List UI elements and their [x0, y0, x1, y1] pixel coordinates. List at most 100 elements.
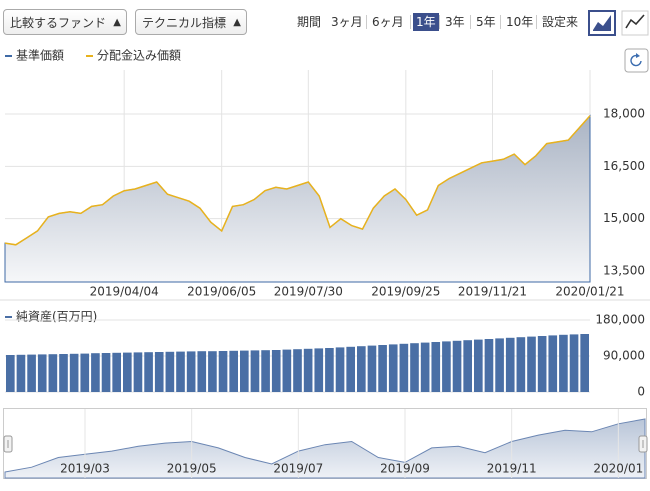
bar: [91, 353, 100, 392]
navigator-label: 2019/07: [273, 462, 323, 476]
bar: [208, 351, 217, 392]
reset-icon: [636, 53, 640, 58]
bar: [367, 345, 377, 392]
technical-select-label: テクニカル指標: [142, 16, 227, 30]
bar: [484, 339, 494, 392]
technical-select[interactable]: テクニカル指標 ▲: [135, 9, 247, 35]
period-label: 期間: [297, 15, 322, 29]
x-tick-label: 2019/07/30: [274, 285, 343, 299]
bar: [218, 351, 228, 392]
period-button[interactable]: 3ヶ月: [331, 15, 363, 29]
bar: [335, 347, 345, 392]
x-tick-label: 2020/01/21: [555, 285, 624, 299]
navigator-label: 2019/11: [487, 462, 537, 476]
reset-button[interactable]: [624, 48, 649, 73]
x-tick-label: 2019/09/25: [371, 285, 440, 299]
x-tick-label: 2019/04/04: [90, 285, 159, 299]
bar: [314, 348, 324, 392]
bar: [452, 340, 462, 392]
bar: [303, 348, 313, 392]
period-button[interactable]: 3年: [445, 15, 465, 29]
bar: [27, 354, 36, 392]
y-tick-label: 18,000: [603, 106, 645, 120]
bar: [293, 349, 302, 392]
period-button[interactable]: 5年: [476, 15, 496, 29]
bar: [580, 334, 589, 392]
bar: [144, 352, 153, 392]
bar: [271, 350, 281, 392]
navigator-label: 2019/05: [167, 462, 217, 476]
bar: [261, 350, 270, 392]
legend-label: 基準価額: [16, 48, 64, 63]
bar: [165, 351, 175, 392]
legend-label: 分配金込み価額: [97, 49, 181, 63]
icon-shape: [625, 14, 645, 29]
bar: [474, 339, 483, 392]
period-button[interactable]: 1年: [413, 13, 439, 31]
bar: [527, 336, 536, 392]
bar: [431, 342, 441, 392]
bar: [80, 353, 90, 392]
bar: [123, 352, 132, 392]
period-divider: [470, 15, 471, 29]
line: [4, 115, 591, 246]
bar: [346, 346, 355, 392]
area-chart-icon[interactable]: [588, 10, 616, 36]
bar: [240, 350, 249, 392]
bar: [186, 351, 196, 392]
y-tick-label: 16,500: [603, 159, 645, 173]
fund-select-label: 比較するファンド: [10, 16, 107, 30]
y-tick-label: 15,000: [603, 211, 645, 225]
reset-icon: [630, 54, 642, 67]
icon-shape: [593, 15, 611, 31]
y-tick-label: 90,000: [603, 349, 645, 363]
period-button[interactable]: 設定来: [542, 15, 579, 29]
bar: [537, 336, 547, 392]
navigator-label: 2020/01: [593, 462, 643, 476]
select-arrow: ▲: [113, 17, 121, 28]
area: [4, 114, 591, 283]
bar: [69, 353, 79, 392]
bar: [357, 346, 366, 392]
period-button[interactable]: 10年: [506, 15, 534, 29]
bar: [399, 343, 409, 392]
bar: [548, 335, 558, 392]
bar: [48, 354, 58, 392]
period-divider: [439, 15, 440, 29]
bar: [133, 352, 143, 392]
fund-select[interactable]: 比較するファンド ▲: [3, 9, 127, 35]
bar: [101, 353, 111, 392]
select-arrow: ▲: [233, 17, 241, 28]
bar: [569, 334, 579, 392]
x-tick-label: 2019/06/05: [187, 285, 256, 299]
bar: [154, 352, 164, 392]
bar: [388, 344, 398, 392]
y-tick-label: 180,000: [595, 313, 645, 327]
bar: [250, 350, 260, 392]
bar: [495, 338, 504, 392]
bar: [378, 345, 387, 392]
bar: [463, 340, 472, 392]
bar: [282, 349, 292, 392]
period-divider: [366, 15, 367, 29]
bar: [16, 354, 26, 392]
bar: [325, 348, 334, 392]
x-tick-label: 2019/11/21: [458, 285, 527, 299]
bar: [516, 337, 526, 392]
bar: [410, 343, 419, 392]
panel-title: 純資産(百万円): [16, 310, 97, 324]
bar: [442, 341, 451, 392]
period-divider: [536, 15, 537, 29]
bar: [229, 350, 238, 392]
period-divider: [500, 15, 501, 29]
bar: [59, 354, 68, 392]
bar: [420, 342, 430, 392]
y-tick-label: 13,500: [603, 264, 645, 278]
period-button[interactable]: 6ヶ月: [372, 15, 404, 29]
bar: [6, 355, 15, 392]
bar: [176, 351, 185, 392]
bar: [559, 334, 568, 392]
navigator-label: 2019/03: [60, 462, 110, 476]
